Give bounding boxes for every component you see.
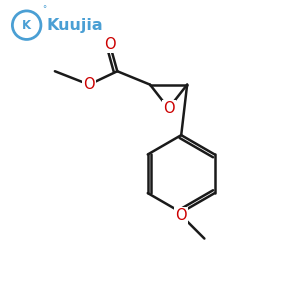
Text: O: O [176,208,187,223]
Text: °: ° [42,5,46,14]
Text: Kuujia: Kuujia [46,18,103,33]
Text: K: K [22,19,31,32]
Text: O: O [104,37,116,52]
Text: O: O [83,77,95,92]
Text: O: O [163,101,174,116]
